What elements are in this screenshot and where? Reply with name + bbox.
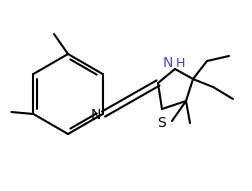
Text: N: N xyxy=(90,108,101,122)
Text: N: N xyxy=(163,56,173,70)
Text: H: H xyxy=(176,57,185,70)
Text: S: S xyxy=(157,116,165,130)
